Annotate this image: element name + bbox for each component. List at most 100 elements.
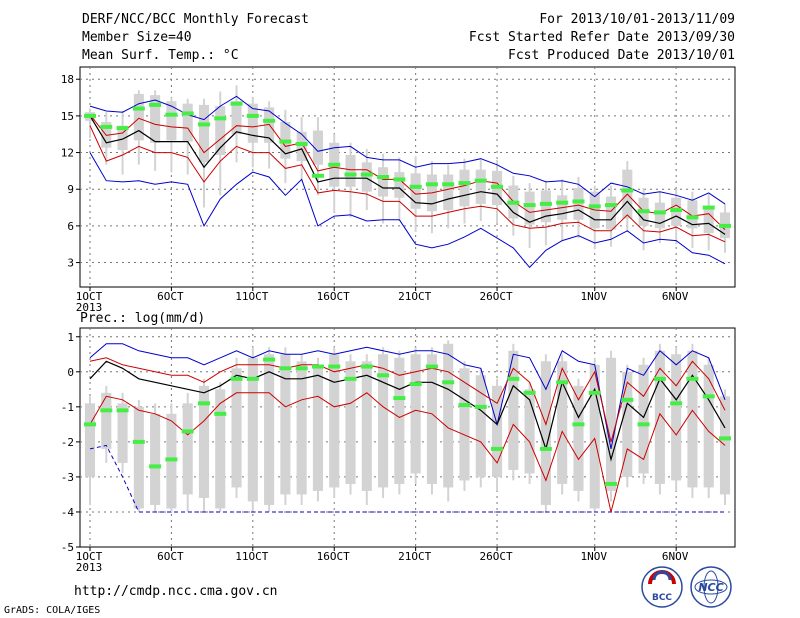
box-body <box>687 200 698 229</box>
box-body <box>329 354 340 488</box>
y-tick-label: 6 <box>67 220 74 233</box>
box-body <box>671 354 682 481</box>
obs-mark <box>230 376 243 381</box>
obs-mark <box>556 380 569 385</box>
obs-mark <box>84 113 96 118</box>
variable-label: Mean Surf. Temp.: °C <box>82 48 239 63</box>
x-tick-label: 1OCT <box>76 290 103 303</box>
box-body <box>703 364 714 488</box>
obs-mark <box>197 122 210 127</box>
obs-mark <box>539 201 552 206</box>
box-body <box>524 191 535 225</box>
member-size-label: Member Size=40 <box>82 30 192 45</box>
box-body <box>166 101 177 141</box>
obs-mark <box>328 162 341 167</box>
box-body <box>378 354 389 488</box>
x-tick-label: 21OCT <box>398 290 431 303</box>
box-body <box>133 93 144 141</box>
x-tick-label: 16OCT <box>317 290 350 303</box>
forecast-period-label: For 2013/10/01-2013/11/09 <box>539 12 735 27</box>
box-body <box>459 169 470 207</box>
box-body <box>231 101 242 135</box>
x-tick-year: 2013 <box>76 301 103 314</box>
box-body <box>198 104 210 163</box>
obs-mark <box>393 396 406 401</box>
obs-mark <box>491 446 504 451</box>
box-body <box>394 172 405 198</box>
obs-mark <box>181 111 194 116</box>
obs-mark <box>360 364 373 369</box>
box-body <box>573 385 584 491</box>
obs-mark <box>149 102 162 107</box>
obs-mark <box>686 215 699 220</box>
box-body <box>182 103 193 142</box>
box-body <box>426 354 437 484</box>
obs-mark <box>100 408 113 413</box>
obs-mark <box>132 439 145 444</box>
obs-mark <box>670 401 683 406</box>
obs-mark <box>295 366 308 371</box>
obs-mark <box>311 173 324 178</box>
box-body <box>84 403 96 477</box>
box-body <box>492 385 503 477</box>
obs-mark <box>523 203 536 208</box>
plot-frame <box>79 66 736 288</box>
produced-date-label: Fcst Produced Date 2013/10/01 <box>508 48 735 63</box>
y-tick-label: 1 <box>67 331 74 344</box>
box-body <box>410 354 421 474</box>
box-body <box>475 375 486 477</box>
obs-mark <box>425 364 438 369</box>
obs-mark <box>230 101 243 106</box>
y-tick-label: 0 <box>67 366 74 379</box>
grads-credit: GrADS: COLA/IGES <box>4 605 100 616</box>
figure-title: DERF/NCC/BCC Monthly Forecast <box>82 12 309 27</box>
obs-mark <box>670 208 683 212</box>
obs-mark <box>132 106 145 111</box>
obs-mark <box>605 203 618 208</box>
obs-mark <box>507 376 520 381</box>
obs-mark <box>377 175 390 179</box>
box-body <box>443 174 454 210</box>
obs-mark <box>556 200 569 205</box>
box-body <box>703 206 714 234</box>
obs-mark <box>442 380 455 385</box>
obs-mark <box>116 408 129 413</box>
y-tick-label: -4 <box>61 506 75 519</box>
obs-mark <box>702 394 715 399</box>
box-body <box>133 406 144 509</box>
box-body <box>605 357 617 491</box>
precip-panel-label: Prec.: log(mm/d) <box>80 311 205 326</box>
box-body <box>654 202 665 229</box>
obs-mark <box>344 376 357 381</box>
obs-mark <box>263 357 276 362</box>
box-body <box>394 357 405 484</box>
obs-mark <box>377 373 390 378</box>
start-date-label: Fcst Started Refer Date 2013/09/30 <box>469 30 735 45</box>
box-body <box>312 130 323 165</box>
obs-mark <box>246 113 259 118</box>
box-body <box>247 103 258 143</box>
box-body <box>573 188 584 220</box>
obs-mark <box>393 177 406 182</box>
box-body <box>117 125 128 151</box>
obs-mark <box>653 376 666 381</box>
obs-mark <box>572 422 585 427</box>
box-body <box>622 371 633 477</box>
x-tick-label: 6NOV <box>662 550 689 563</box>
box-body <box>296 361 307 495</box>
box-body <box>150 95 161 143</box>
obs-mark <box>588 204 601 209</box>
ncc-logo-text: NCC <box>698 581 723 594</box>
x-tick-label: 26OCT <box>479 550 512 563</box>
y-tick-label: 18 <box>61 73 74 86</box>
box-body <box>345 155 356 187</box>
obs-mark <box>246 376 259 381</box>
obs-mark <box>474 404 487 409</box>
box-body <box>654 350 665 484</box>
obs-mark <box>344 172 357 177</box>
box-body <box>540 361 551 505</box>
obs-mark <box>588 390 601 395</box>
obs-mark <box>295 142 308 146</box>
x-tick-label: 6OCT <box>157 550 184 563</box>
